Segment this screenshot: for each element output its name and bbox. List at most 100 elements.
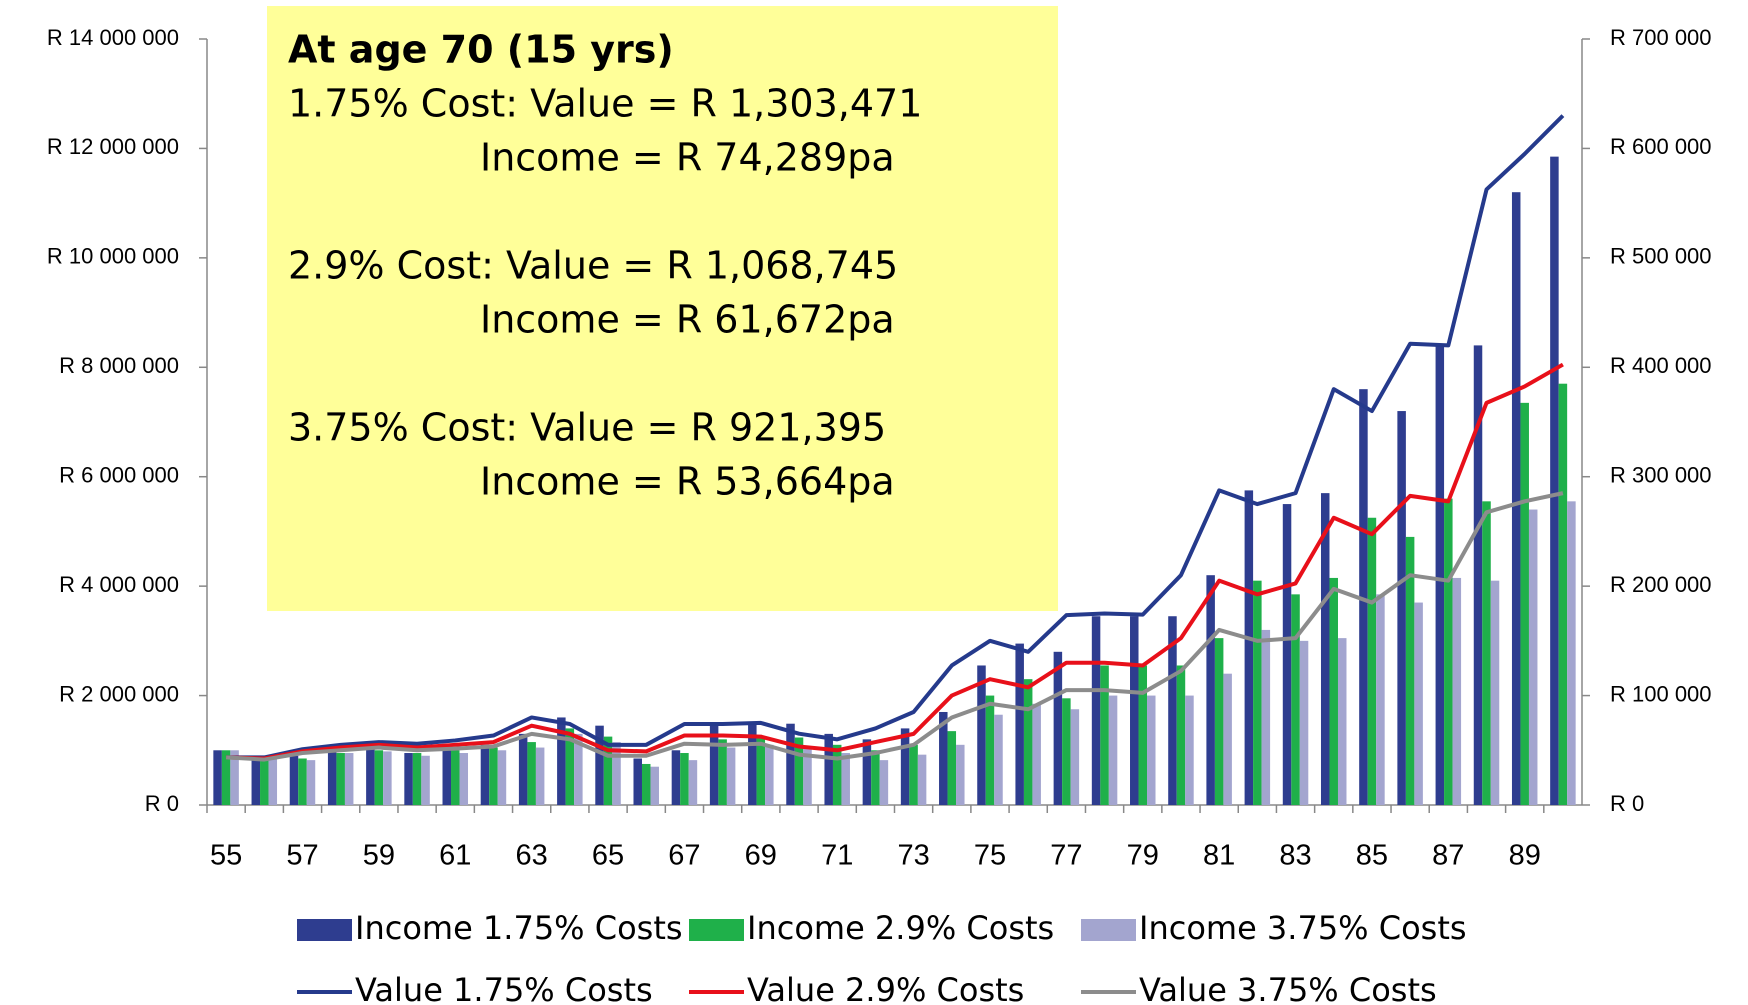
bar: [230, 750, 239, 805]
bar: [680, 753, 689, 805]
annotation: Income = R 61,672pa: [480, 298, 895, 342]
bar: [383, 751, 392, 805]
bar: [832, 744, 842, 805]
bar: [917, 754, 927, 805]
legend-swatch: [297, 919, 352, 941]
bar: [221, 750, 231, 805]
bar: [879, 760, 889, 805]
line: [225, 491, 1564, 762]
bar: [641, 763, 651, 805]
bar: [251, 758, 261, 805]
bar: [344, 753, 354, 805]
bar: [404, 753, 413, 805]
legend-label: Income 2.9% Costs: [747, 909, 1054, 947]
bar: [459, 753, 469, 805]
bar: [862, 739, 872, 805]
bar: [213, 750, 222, 805]
y2-tick-label: R 600 000: [1610, 134, 1712, 159]
bar: [1015, 643, 1024, 805]
bar: [1359, 389, 1368, 805]
y2-tick-label: R 400 000: [1610, 353, 1712, 378]
bar: [1405, 536, 1415, 805]
legend-label: Income 1.75% Costs: [355, 909, 683, 947]
line: [226, 114, 1565, 760]
annotation: 1.75% Cost: Value = R 1,303,471: [288, 82, 922, 126]
x-tick-label: 69: [745, 840, 777, 872]
legend-label: Value 3.75% Costs: [1139, 971, 1437, 1005]
legend-label: Income 3.75% Costs: [1139, 909, 1467, 947]
bar: [1130, 616, 1139, 805]
bar: [1558, 383, 1568, 805]
bar: [939, 711, 948, 805]
bar: [603, 736, 613, 805]
annotation: Income = R 53,664pa: [480, 460, 895, 504]
x-tick-label: 77: [1050, 840, 1082, 872]
x-tick-label: 65: [592, 840, 624, 872]
bar: [1214, 638, 1224, 805]
bar: [1337, 638, 1347, 805]
bar: [1520, 402, 1529, 805]
bar: [1032, 703, 1041, 805]
bar: [595, 725, 604, 805]
bar: [900, 728, 910, 805]
bar: [794, 737, 804, 805]
bar: [412, 753, 422, 805]
annotation: 3.75% Cost: Value = R 921,395: [288, 406, 886, 450]
annotation-box: [267, 6, 1058, 611]
bar: [421, 755, 430, 805]
bar: [574, 733, 583, 805]
bar: [756, 736, 766, 805]
bar: [1376, 594, 1385, 805]
bar: [1414, 602, 1423, 805]
bar: [268, 758, 278, 805]
bar: [442, 750, 452, 805]
bar: [726, 747, 736, 805]
x-tick-label: 73: [897, 840, 929, 872]
y2-tick-label: R 100 000: [1610, 681, 1712, 706]
bar: [1567, 501, 1576, 805]
bar: [1108, 695, 1118, 805]
bar: [1452, 577, 1462, 805]
bar: [518, 733, 528, 805]
bar: [1100, 665, 1109, 805]
bar: [956, 744, 965, 805]
annotation: At age 70 (15 yrs): [288, 28, 674, 72]
bar: [1282, 504, 1292, 805]
bar: [489, 747, 498, 805]
bar: [497, 750, 507, 805]
bar: [1253, 580, 1262, 805]
bar: [1473, 345, 1483, 805]
bar: [1147, 695, 1156, 805]
bar: [909, 744, 918, 805]
bar: [1397, 411, 1406, 805]
y-tick-label: R 0: [145, 791, 179, 816]
bar: [557, 717, 566, 805]
x-tick-label: 75: [974, 840, 1006, 872]
bar: [1261, 629, 1271, 805]
bar: [327, 750, 337, 805]
bar: [1320, 493, 1330, 805]
bar: [480, 744, 490, 805]
bar: [718, 739, 727, 805]
bar: [1490, 580, 1500, 805]
bar: [671, 750, 681, 805]
bar: [1138, 665, 1148, 805]
bar: [1091, 616, 1101, 805]
bar: [985, 695, 995, 805]
bar: [527, 742, 536, 805]
bar: [1206, 575, 1215, 805]
y2-tick-label: R 200 000: [1610, 572, 1712, 597]
bar: [748, 722, 757, 805]
bar: [786, 723, 795, 805]
legend-label: Value 1.75% Costs: [355, 971, 653, 1005]
line: [226, 362, 1564, 761]
bar: [765, 744, 774, 805]
y-tick-label: R 12 000 000: [47, 134, 179, 159]
bar: [366, 747, 375, 805]
bar: [1053, 651, 1063, 805]
bar: [1062, 698, 1071, 805]
annotation: 2.9% Cost: Value = R 1,068,745: [288, 244, 898, 288]
bar: [260, 758, 269, 805]
y2-tick-label: R 500 000: [1610, 244, 1712, 269]
